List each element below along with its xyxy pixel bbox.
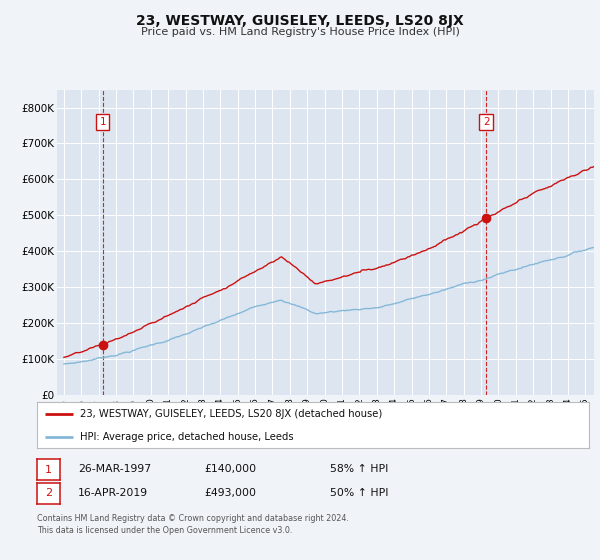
Text: 26-MAR-1997: 26-MAR-1997 [78, 464, 151, 474]
Text: This data is licensed under the Open Government Licence v3.0.: This data is licensed under the Open Gov… [37, 526, 293, 535]
Text: HPI: Average price, detached house, Leeds: HPI: Average price, detached house, Leed… [80, 432, 294, 441]
Text: £493,000: £493,000 [204, 488, 256, 498]
Text: 2: 2 [45, 488, 52, 498]
Text: 23, WESTWAY, GUISELEY, LEEDS, LS20 8JX: 23, WESTWAY, GUISELEY, LEEDS, LS20 8JX [136, 14, 464, 28]
Text: 23, WESTWAY, GUISELEY, LEEDS, LS20 8JX (detached house): 23, WESTWAY, GUISELEY, LEEDS, LS20 8JX (… [80, 409, 383, 418]
Text: Price paid vs. HM Land Registry's House Price Index (HPI): Price paid vs. HM Land Registry's House … [140, 27, 460, 37]
Text: 1: 1 [100, 117, 106, 127]
Text: 16-APR-2019: 16-APR-2019 [78, 488, 148, 498]
Text: 1: 1 [45, 465, 52, 475]
Text: £140,000: £140,000 [204, 464, 256, 474]
Text: Contains HM Land Registry data © Crown copyright and database right 2024.: Contains HM Land Registry data © Crown c… [37, 514, 349, 523]
Text: 2: 2 [483, 117, 490, 127]
Text: 50% ↑ HPI: 50% ↑ HPI [330, 488, 389, 498]
Text: 58% ↑ HPI: 58% ↑ HPI [330, 464, 388, 474]
